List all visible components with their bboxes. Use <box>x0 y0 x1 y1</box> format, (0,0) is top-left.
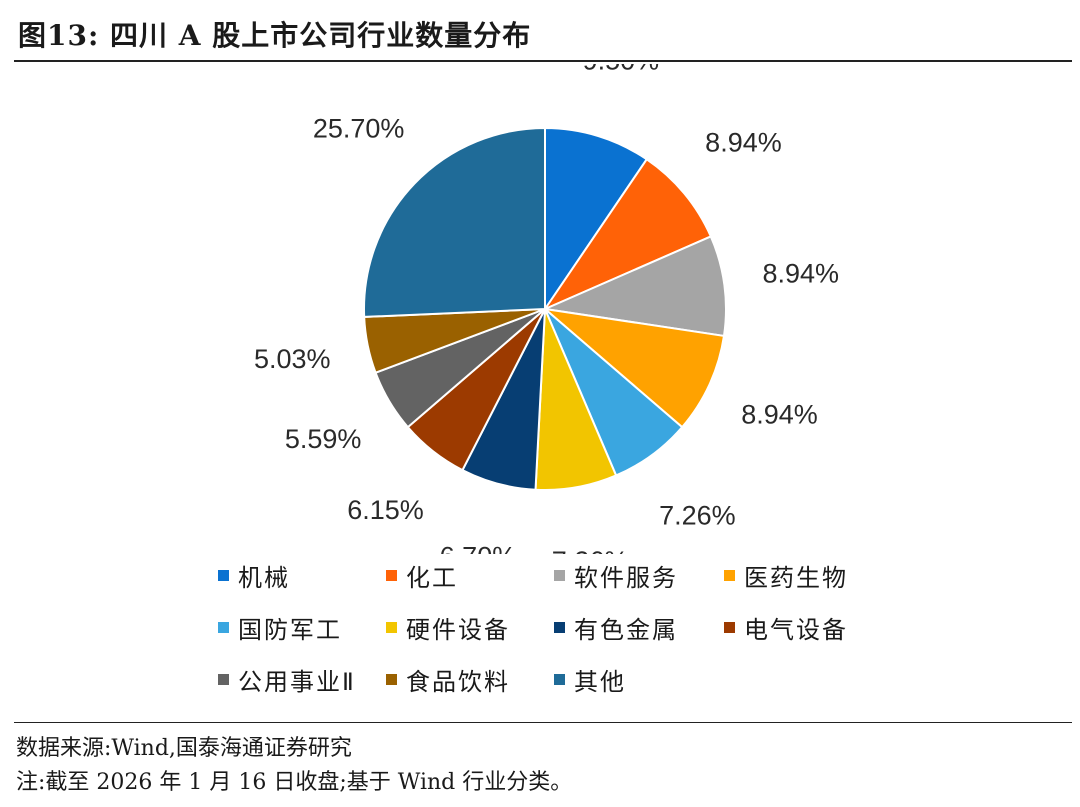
pie-slice-0 <box>544 126 649 313</box>
legend-swatch <box>386 673 397 685</box>
data-label-1: 8.94% <box>705 127 782 157</box>
legend-item-6: 有色金属 <box>554 612 724 644</box>
data-label-0: 9.50% <box>583 64 660 76</box>
legend-swatch <box>386 621 397 633</box>
pie-slice-2 <box>541 235 727 338</box>
legend-label: 其他 <box>574 667 626 696</box>
legend-item-3: 医药生物 <box>724 560 894 592</box>
pie-slice-10 <box>363 126 546 318</box>
legend-item-9: 食品饮料 <box>386 664 554 696</box>
legend-label: 电气设备 <box>744 615 848 644</box>
pie-slice-1 <box>542 157 713 312</box>
data-label-9: 5.03% <box>254 344 331 374</box>
legend-label: 化工 <box>406 563 458 592</box>
chart-legend: 机械 化工 软件服务 医药生物国防军工 硬件设备 有色金属 电气设备公用事业Ⅱ 食品饮料 其他 <box>218 560 918 696</box>
legend-item-8: 公用事业Ⅱ <box>218 664 386 696</box>
pie-chart: 9.50% 8.94% 8.94% 8.94% 7.26% 7.26% 6.70% 6.15%… <box>254 64 839 554</box>
data-label-4: 7.26% <box>659 500 736 530</box>
legend-item-0: 机械 <box>218 560 386 592</box>
legend-label: 公用事业Ⅱ <box>238 667 356 696</box>
legend-label: 机械 <box>238 563 290 592</box>
legend-swatch <box>554 569 565 581</box>
legend-item-7: 电气设备 <box>724 612 894 644</box>
data-label-8: 5.59% <box>285 424 362 454</box>
legend-item-2: 软件服务 <box>554 560 724 592</box>
data-label-3: 8.94% <box>741 400 818 430</box>
legend-label: 医药生物 <box>744 563 848 592</box>
data-label-5: 7.26% <box>552 546 629 554</box>
legend-item-10: 其他 <box>554 664 724 696</box>
data-label-2: 8.94% <box>762 258 839 288</box>
legend-item-1: 化工 <box>386 560 554 592</box>
legend-swatch <box>218 673 229 685</box>
legend-swatch <box>386 569 397 581</box>
footer-rule <box>14 722 1072 723</box>
legend-label: 国防军工 <box>238 615 342 644</box>
legend-label: 食品饮料 <box>406 667 510 696</box>
legend-swatch <box>218 569 229 581</box>
footnote: 注:截至 2026 年 1 月 16 日收盘;基于 Wind 行业分类。 <box>16 770 573 795</box>
legend-swatch <box>554 673 565 685</box>
figure-title: 图13: 四川 A 股上市公司行业数量分布 <box>18 19 532 52</box>
legend-item-4: 国防军工 <box>218 612 386 644</box>
data-label-7: 6.15% <box>347 495 424 525</box>
legend-swatch <box>724 569 735 581</box>
legend-swatch <box>724 621 735 633</box>
legend-label: 有色金属 <box>574 615 678 644</box>
data-label-6: 6.70% <box>440 541 517 554</box>
legend-item-5: 硬件设备 <box>386 612 554 644</box>
legend-label: 硬件设备 <box>406 615 510 644</box>
title-rule <box>14 60 1072 62</box>
legend-swatch <box>218 621 229 633</box>
source-note: 数据来源:Wind,国泰海通证券研究 <box>16 736 352 761</box>
legend-swatch <box>554 621 565 633</box>
data-label-10: 25.70% <box>313 114 405 144</box>
pie-slice-3 <box>541 307 726 429</box>
legend-label: 软件服务 <box>574 563 678 592</box>
